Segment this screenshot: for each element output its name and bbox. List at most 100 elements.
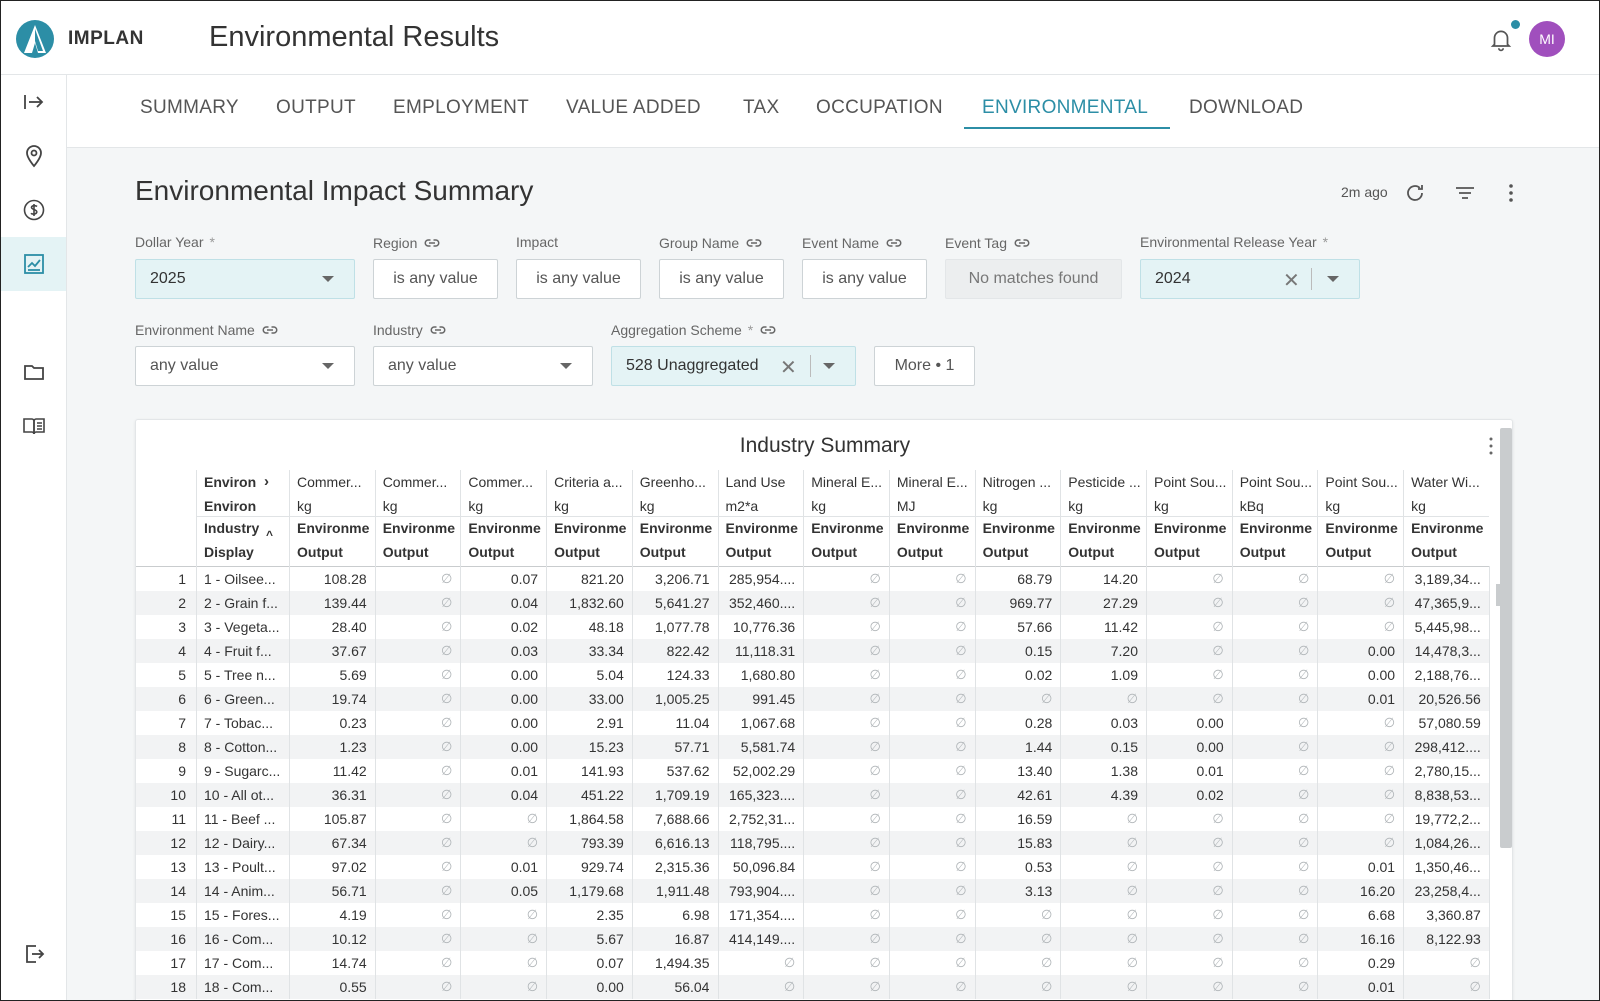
clear-icon[interactable]: ✕: [1283, 270, 1300, 292]
region-filter[interactable]: is any value: [373, 259, 498, 299]
table-row[interactable]: 6 6 - Green... 19.74 ∅ 0.00 33.00 1,005.25 991.…: [136, 687, 1489, 711]
impact-filter[interactable]: is any value: [516, 259, 641, 299]
table-row[interactable]: 10 10 - All ot... 36.31 ∅ 0.04 451.22 1,709.19…: [136, 783, 1489, 807]
more-vertical-icon[interactable]: [1499, 181, 1523, 205]
value-cell: 1,709.19: [654, 787, 710, 803]
pivot-header-environ[interactable]: Environ: [204, 474, 257, 490]
filter-icon[interactable]: [1453, 181, 1477, 205]
rail-regions[interactable]: [1, 129, 66, 183]
value-cell: ∅: [441, 787, 453, 802]
tab-occupation[interactable]: OCCUPATION: [816, 97, 943, 118]
industry-select[interactable]: any value: [373, 346, 593, 386]
table-row[interactable]: 14 14 - Anim... 56.71 ∅ 0.05 1,179.68 1,911.48…: [136, 879, 1489, 903]
table-row[interactable]: 1 1 - Oilsee... 108.28 ∅ 0.07 821.20 3,206.71 2…: [136, 567, 1489, 591]
column-divider: [1231, 470, 1233, 999]
column-header-name[interactable]: Criteria a...: [554, 474, 623, 490]
column-header-name[interactable]: Point Sou...: [1239, 474, 1313, 490]
table-row[interactable]: 3 3 - Vegeta... 28.40 ∅ 0.02 48.18 1,077.78 10,…: [136, 615, 1489, 639]
column-header-measure: Environme: [554, 520, 627, 536]
column-header-name[interactable]: Mineral E...: [811, 474, 882, 490]
rail-expand[interactable]: [1, 75, 66, 129]
rail-help[interactable]: [1, 399, 66, 453]
value-cell: ∅: [1298, 619, 1310, 634]
value-cell: ∅: [869, 811, 881, 826]
value-cell: ∅: [1383, 763, 1396, 778]
rail-projects[interactable]: [1, 345, 66, 399]
column-header-name[interactable]: Point Sou...: [1154, 474, 1227, 490]
table-row[interactable]: 17 17 - Com... 14.74 ∅ ∅ 0.07 1,494.35 ∅ ∅ ∅ ∅ ∅ ∅ ∅ 0…: [136, 951, 1489, 975]
value-cell: 36.31: [331, 787, 367, 803]
table-row[interactable]: 15 15 - Fores... 4.19 ∅ ∅ 2.35 6.98 171,354....…: [136, 903, 1489, 927]
column-header-name[interactable]: Point Sou...: [1325, 474, 1398, 490]
column-header-industry[interactable]: Industry: [204, 520, 260, 536]
value-cell: 57.71: [674, 739, 710, 755]
group-name-filter[interactable]: is any value: [659, 259, 784, 299]
column-header-name[interactable]: Greenho...: [639, 474, 706, 490]
env-release-year-select[interactable]: 2024 ✕: [1140, 259, 1360, 299]
column-header-sub: Output: [554, 544, 600, 560]
column-header-name[interactable]: Commer...: [468, 474, 533, 490]
environment-name-select[interactable]: any value: [135, 346, 355, 386]
table-row[interactable]: 13 13 - Poult... 97.02 ∅ 0.01 929.74 2,315.36 5…: [136, 855, 1489, 879]
value-cell: ∅: [955, 619, 967, 634]
chevron-right-icon[interactable]: ›: [264, 473, 269, 490]
sort-ascending-icon[interactable]: ^: [266, 528, 274, 542]
page-scrollbar-thumb[interactable]: [1500, 428, 1512, 848]
rail-logout[interactable]: [1, 927, 66, 981]
clear-icon[interactable]: ✕: [780, 357, 797, 379]
column-header-name[interactable]: Mineral E...: [896, 474, 968, 490]
table-row[interactable]: 4 4 - Fruit f... 37.67 ∅ 0.03 33.34 822.42 11,1…: [136, 639, 1489, 663]
environment-name-label-text: Environment Name: [135, 322, 255, 338]
avatar[interactable]: MI: [1529, 21, 1565, 57]
tab-summary[interactable]: SUMMARY: [140, 97, 239, 118]
table-row[interactable]: 12 12 - Dairy... 67.34 ∅ ∅ 793.39 6,616.13 118,…: [136, 831, 1489, 855]
table-row[interactable]: 18 18 - Com... 0.55 ∅ ∅ 0.00 56.04 ∅ ∅ ∅ ∅ ∅ ∅ ∅ 0.01 ∅: [136, 975, 1489, 999]
left-nav-rail: [1, 75, 67, 1000]
value-cell: ∅: [955, 907, 967, 922]
tab-value-added[interactable]: VALUE ADDED: [566, 97, 701, 118]
column-header-measure: Environme: [982, 520, 1055, 536]
value-cell: 1.44: [1025, 739, 1053, 755]
dollar-year-select[interactable]: 2025: [135, 259, 355, 299]
table-row[interactable]: 11 11 - Beef ... 105.87 ∅ ∅ 1,864.58 7,688.66 2…: [136, 807, 1489, 831]
column-divider: [717, 470, 719, 999]
value-cell: ∅: [783, 955, 796, 970]
table-row[interactable]: 7 7 - Tobac... 0.23 ∅ 0.00 2.91 11.04 1,067.68 ∅…: [136, 711, 1489, 735]
value-cell: ∅: [441, 739, 453, 754]
value-cell: 0.55: [339, 979, 367, 995]
aggregation-scheme-select[interactable]: 528 Unaggregated ✕: [611, 346, 856, 386]
table-row[interactable]: 5 5 - Tree n... 5.69 ∅ 0.00 5.04 124.33 1,680.8…: [136, 663, 1489, 687]
tab-tax[interactable]: TAX: [743, 97, 780, 118]
value-cell: 23,258,4...: [1414, 883, 1481, 899]
pivot-header-environ-2: Environ: [204, 498, 257, 514]
event-name-filter[interactable]: is any value: [802, 259, 927, 299]
column-header-sub: Output: [1411, 544, 1457, 560]
table-row[interactable]: 9 9 - Sugarc... 11.42 ∅ 0.01 141.93 537.62 52,0…: [136, 759, 1489, 783]
column-header-name[interactable]: Pesticide ...: [1068, 474, 1141, 490]
table-row[interactable]: 8 8 - Cotton... 1.23 ∅ 0.00 15.23 57.71 5,581.7…: [136, 735, 1489, 759]
value-cell: ∅: [869, 883, 881, 898]
more-filters-button[interactable]: More • 1: [874, 346, 975, 386]
column-header-name[interactable]: Commer...: [297, 474, 362, 490]
rail-results[interactable]: [1, 237, 66, 291]
column-header-name[interactable]: Water Wi...: [1411, 474, 1480, 490]
table-row[interactable]: 2 2 - Grain f... 139.44 ∅ 0.04 1,832.60 5,641.…: [136, 591, 1489, 615]
tab-download[interactable]: DOWNLOAD: [1189, 97, 1304, 118]
column-header-name[interactable]: Nitrogen ...: [982, 474, 1052, 490]
value-cell: ∅: [1040, 979, 1053, 994]
more-vertical-icon[interactable]: [1488, 436, 1494, 456]
tab-output[interactable]: OUTPUT: [276, 97, 356, 118]
column-header-name[interactable]: Commer...: [382, 474, 448, 490]
value-cell: 2,780,15...: [1414, 763, 1481, 779]
table-row[interactable]: 16 16 - Com... 10.12 ∅ ∅ 5.67 16.87 414,149....…: [136, 927, 1489, 951]
column-divider: [196, 470, 197, 999]
value-cell: ∅: [1040, 931, 1053, 946]
value-cell: ∅: [1298, 691, 1310, 706]
bell-icon[interactable]: [1488, 25, 1514, 53]
tab-environmental[interactable]: ENVIRONMENTAL: [982, 97, 1149, 118]
rail-impacts[interactable]: [1, 183, 66, 237]
refresh-icon[interactable]: [1403, 181, 1427, 205]
column-header-name[interactable]: Land Use: [725, 474, 786, 490]
tab-employment[interactable]: EMPLOYMENT: [393, 97, 530, 118]
